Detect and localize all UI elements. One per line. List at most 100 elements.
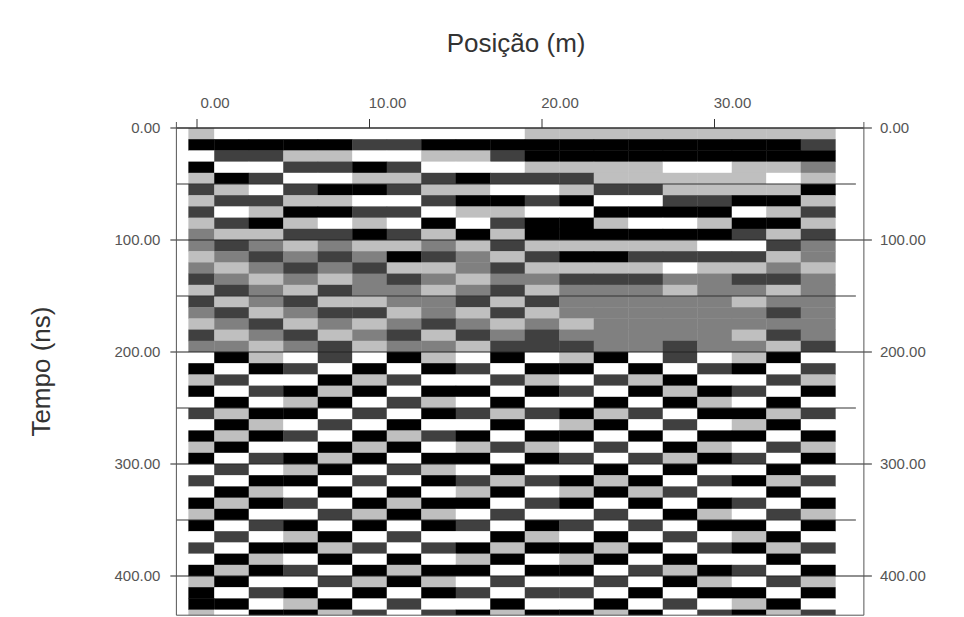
cell — [214, 173, 249, 185]
cell — [525, 464, 560, 476]
cell — [283, 352, 318, 364]
cell — [525, 128, 560, 140]
cell — [628, 330, 663, 342]
cell — [387, 565, 422, 577]
cell — [663, 542, 698, 554]
cell — [628, 520, 663, 532]
cell — [387, 274, 422, 286]
cell — [421, 531, 456, 543]
cell — [188, 374, 214, 386]
cell — [283, 531, 318, 543]
cell — [456, 464, 491, 476]
cell — [594, 565, 629, 577]
cell — [352, 520, 387, 532]
cell — [697, 363, 732, 375]
cell — [490, 587, 525, 599]
y-tick-label: 300.00 — [880, 455, 926, 472]
cell — [456, 229, 491, 241]
cell — [214, 128, 249, 140]
cell — [387, 520, 422, 532]
cell — [732, 341, 767, 353]
cell — [559, 206, 594, 218]
cell — [188, 453, 214, 465]
cell — [318, 509, 353, 521]
cell — [456, 251, 491, 263]
cell — [318, 251, 353, 263]
cell — [188, 229, 214, 241]
cell — [525, 598, 560, 610]
cell — [594, 240, 629, 252]
cell — [766, 464, 801, 476]
cell — [214, 184, 249, 196]
cell — [766, 173, 801, 185]
cell — [628, 285, 663, 297]
cell — [387, 587, 422, 599]
cell — [766, 162, 801, 174]
cell — [387, 576, 422, 588]
cell — [766, 274, 801, 286]
right-axis — [863, 122, 864, 615]
cell — [732, 162, 767, 174]
cell — [663, 318, 698, 330]
cell — [352, 251, 387, 263]
cell — [352, 587, 387, 599]
cell — [283, 251, 318, 263]
cell — [214, 341, 249, 353]
cell — [421, 610, 456, 616]
cell — [525, 386, 560, 398]
cell — [732, 330, 767, 342]
cell — [352, 285, 387, 297]
cell — [387, 554, 422, 566]
cell — [594, 419, 629, 431]
cell — [559, 587, 594, 599]
cell — [188, 386, 214, 398]
cell — [490, 139, 525, 151]
cell — [732, 374, 767, 386]
cell — [801, 274, 836, 286]
cell — [283, 240, 318, 252]
cell — [766, 486, 801, 498]
cell — [188, 341, 214, 353]
cell — [283, 184, 318, 196]
cell — [214, 374, 249, 386]
cell — [249, 464, 284, 476]
y-tick-label: 200.00 — [114, 343, 160, 360]
cell — [559, 285, 594, 297]
cell — [801, 587, 836, 599]
cell — [559, 307, 594, 319]
cell — [188, 218, 214, 230]
cell — [801, 520, 836, 532]
cell — [697, 598, 732, 610]
cell — [352, 307, 387, 319]
cell — [188, 554, 214, 566]
cell — [188, 498, 214, 510]
cell — [766, 397, 801, 409]
cell — [697, 486, 732, 498]
cell — [628, 128, 663, 140]
cell — [283, 442, 318, 454]
cell — [318, 498, 353, 510]
grid-line — [170, 239, 872, 240]
cell — [663, 139, 698, 151]
cell — [525, 542, 560, 554]
cell — [628, 498, 663, 510]
cell — [456, 262, 491, 274]
cell — [663, 464, 698, 476]
cell — [732, 576, 767, 588]
cell — [421, 397, 456, 409]
cell — [249, 374, 284, 386]
cell — [594, 296, 629, 308]
cell — [214, 520, 249, 532]
cell — [732, 229, 767, 241]
cell — [628, 206, 663, 218]
cell — [188, 598, 214, 610]
cell — [283, 285, 318, 297]
cell — [456, 184, 491, 196]
cell — [697, 587, 732, 599]
cell — [188, 318, 214, 330]
cell — [188, 430, 214, 442]
cell — [732, 274, 767, 286]
cell — [732, 610, 767, 616]
cell — [421, 464, 456, 476]
cell — [663, 531, 698, 543]
